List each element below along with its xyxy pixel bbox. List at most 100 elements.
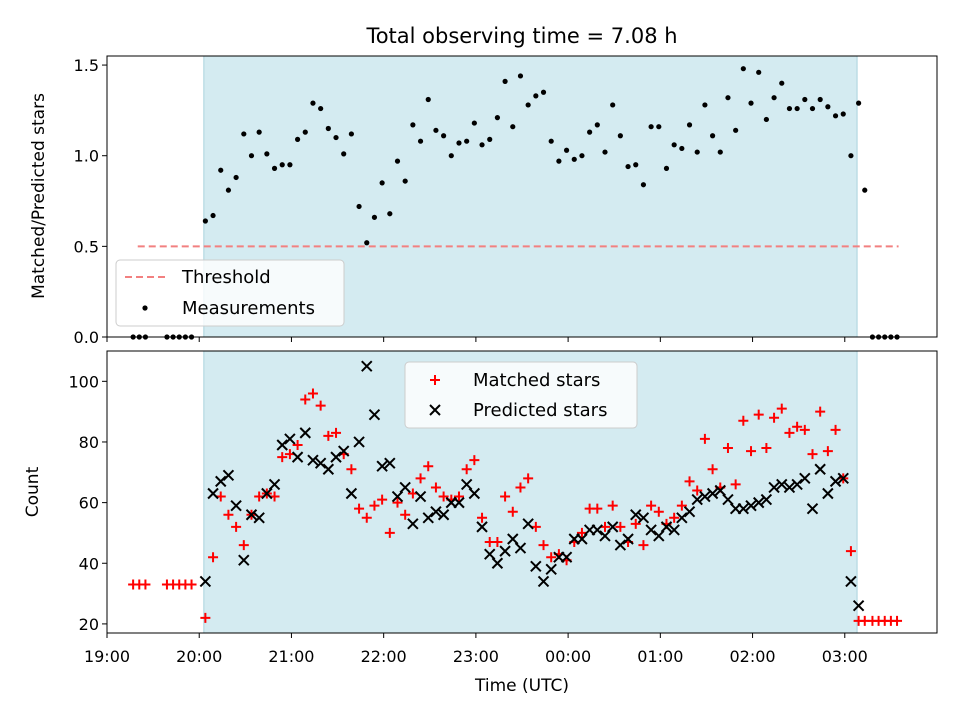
matched-star-point xyxy=(277,452,288,463)
predicted-star-point xyxy=(591,524,604,536)
matched-star-point xyxy=(292,440,303,450)
predicted-star-point xyxy=(622,533,634,545)
x-tick-label: 01:00 xyxy=(637,647,683,666)
matched-star-point xyxy=(845,546,856,557)
matched-star-point xyxy=(523,473,534,484)
predicted-star-point xyxy=(430,506,442,518)
bottom-y-tick-label: 60 xyxy=(79,494,99,513)
matched-star-point xyxy=(369,500,380,511)
predicted-star-point xyxy=(307,454,319,466)
predicted-star-point xyxy=(476,521,488,533)
measurement-point xyxy=(325,125,331,132)
measurement-point xyxy=(563,147,570,153)
bottom-panel: 20 40 60 80 100 19:00 20:00 21:00 22:00 23:00 00:0… xyxy=(68,350,938,666)
matched-star-point xyxy=(461,464,472,475)
predicted-star-point xyxy=(238,554,250,566)
predicted-star-point xyxy=(491,557,504,569)
measurement-point xyxy=(248,153,255,159)
predicted-legend-label: Predicted stars xyxy=(473,400,607,421)
matched-star-point xyxy=(684,476,695,487)
matched-star-point xyxy=(738,415,749,426)
measurement-point xyxy=(725,95,731,101)
matched-legend-swatch xyxy=(430,375,440,385)
x-tick-label: 19:00 xyxy=(84,647,130,666)
matched-star-point xyxy=(615,521,626,532)
top-y-tick-label: 0.5 xyxy=(74,237,99,256)
matched-star-point xyxy=(822,446,833,457)
top-y-tick-label: 1.5 xyxy=(74,56,99,75)
bottom-y-tick-label: 100 xyxy=(68,372,99,391)
measurement-point xyxy=(433,127,439,133)
x-tick-label: 03:00 xyxy=(822,647,868,666)
predicted-star-point xyxy=(414,490,427,503)
measurement-point xyxy=(809,105,816,112)
measurement-point xyxy=(709,133,716,139)
matched-star-point xyxy=(769,412,780,423)
matched-star-point xyxy=(546,552,557,563)
matched-star-point xyxy=(892,615,903,626)
measurement-point xyxy=(448,153,454,159)
predicted-star-point xyxy=(683,506,696,518)
top-legend: Threshold Measurements xyxy=(115,259,345,327)
bottom-series-1 xyxy=(128,388,903,626)
top-axes-frame xyxy=(106,55,938,338)
measurement-point xyxy=(756,69,762,75)
matched-star-point xyxy=(423,461,434,472)
measurement-point xyxy=(402,178,408,184)
matched-star-point xyxy=(392,497,403,508)
bottom-y-tick-label: 80 xyxy=(79,433,99,452)
matched-star-point xyxy=(776,403,787,414)
x-tick-label: 20:00 xyxy=(176,647,222,666)
measurement-point xyxy=(202,218,208,224)
measurements-legend-label: Measurements xyxy=(182,298,315,319)
matched-star-point xyxy=(384,527,395,538)
predicted-star-point xyxy=(299,427,311,439)
predicted-star-point xyxy=(391,490,404,503)
matched-star-point xyxy=(307,388,318,399)
measurement-point xyxy=(210,212,216,219)
measurement-point xyxy=(763,116,769,123)
predicted-star-point xyxy=(222,469,235,482)
measurement-point xyxy=(387,211,393,217)
measurement-point xyxy=(502,78,508,84)
x-tick-label: 00:00 xyxy=(545,647,591,666)
predicted-star-point xyxy=(314,457,327,469)
predicted-star-point xyxy=(199,575,212,588)
predicted-star-point xyxy=(630,509,642,521)
measurement-point xyxy=(594,122,600,128)
measurement-point xyxy=(648,124,654,130)
measurement-point xyxy=(556,158,562,164)
predicted-star-point xyxy=(322,463,335,475)
predicted-star-point xyxy=(215,475,227,488)
matched-star-point xyxy=(730,479,741,490)
predicted-star-point xyxy=(361,360,373,372)
predicted-star-point xyxy=(814,463,826,475)
measurement-point xyxy=(825,104,831,110)
matched-star-point xyxy=(400,509,411,520)
predicted-star-point xyxy=(530,560,542,572)
matched-legend-label: Matched stars xyxy=(473,370,600,391)
matched-star-point xyxy=(361,512,372,523)
measurement-point xyxy=(425,96,431,103)
measurement-point xyxy=(686,122,693,128)
predicted-star-point xyxy=(745,499,757,512)
matched-star-point xyxy=(346,464,357,475)
matched-star-point xyxy=(300,394,311,405)
matched-star-point xyxy=(592,503,603,514)
measurement-point xyxy=(517,73,524,79)
matched-star-point xyxy=(607,500,618,511)
measurement-point xyxy=(587,129,593,135)
measurement-point xyxy=(356,203,362,210)
matched-star-point xyxy=(799,424,810,435)
x-tick-label: 02:00 xyxy=(730,647,776,666)
predicted-star-point xyxy=(422,512,434,524)
measurement-point xyxy=(694,149,700,155)
predicted-star-point xyxy=(691,493,703,506)
measurement-point xyxy=(487,136,493,142)
bottom-y-tick-label: 40 xyxy=(79,554,99,573)
x-axis-label: Time (UTC) xyxy=(474,676,569,696)
measurement-point xyxy=(663,165,670,171)
predicted-star-point xyxy=(768,481,780,494)
matched-star-point xyxy=(238,540,249,551)
